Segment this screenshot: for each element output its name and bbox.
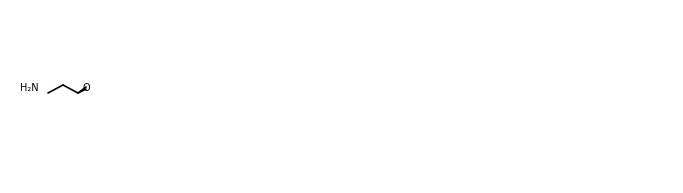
Text: O: O [82, 83, 89, 93]
Text: H₂N: H₂N [20, 83, 39, 93]
